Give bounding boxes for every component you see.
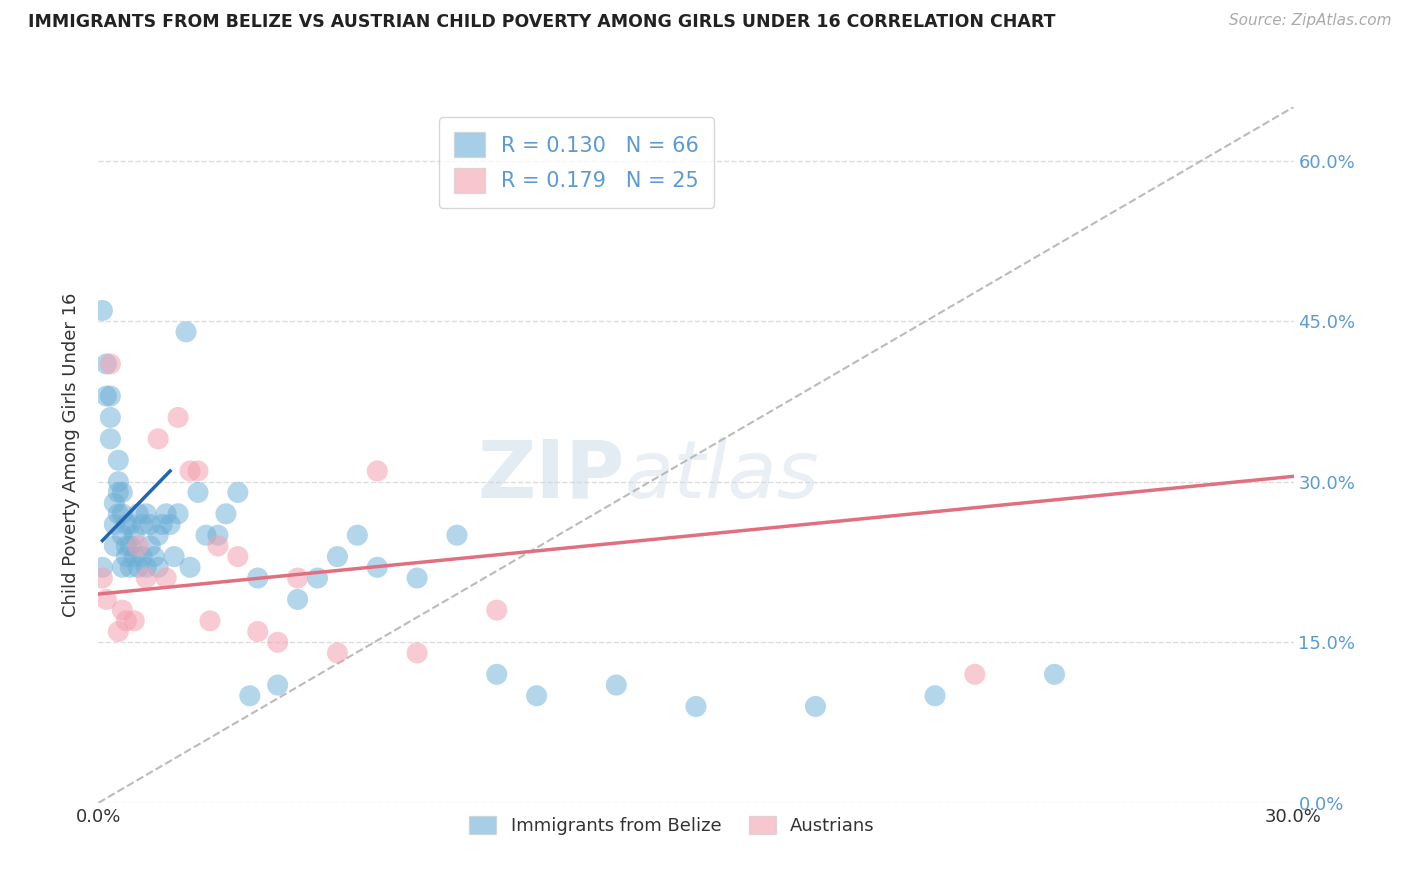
- Point: [307, 571, 329, 585]
- Point: [103, 496, 125, 510]
- Point: [115, 614, 138, 628]
- Point: [107, 624, 129, 639]
- Point: [115, 539, 138, 553]
- Y-axis label: Child Poverty Among Girls Under 16: Child Poverty Among Girls Under 16: [62, 293, 80, 617]
- Point: [1043, 667, 1066, 681]
- Point: [267, 635, 290, 649]
- Point: [174, 325, 197, 339]
- Point: [107, 475, 129, 489]
- Point: [179, 560, 201, 574]
- Point: [267, 678, 290, 692]
- Point: [127, 539, 149, 553]
- Point: [135, 560, 157, 574]
- Point: [485, 603, 508, 617]
- Text: Source: ZipAtlas.com: Source: ZipAtlas.com: [1229, 13, 1392, 29]
- Point: [187, 485, 209, 500]
- Point: [179, 464, 201, 478]
- Point: [207, 539, 229, 553]
- Point: [120, 539, 142, 553]
- Text: IMMIGRANTS FROM BELIZE VS AUSTRIAN CHILD POVERTY AMONG GIRLS UNDER 16 CORRELATIO: IMMIGRANTS FROM BELIZE VS AUSTRIAN CHILD…: [28, 13, 1056, 31]
- Point: [155, 571, 177, 585]
- Point: [804, 699, 827, 714]
- Point: [115, 549, 138, 564]
- Point: [111, 603, 134, 617]
- Point: [226, 485, 249, 500]
- Point: [148, 560, 170, 574]
- Point: [326, 549, 349, 564]
- Point: [195, 528, 218, 542]
- Point: [124, 528, 146, 542]
- Point: [167, 507, 190, 521]
- Point: [326, 646, 349, 660]
- Point: [107, 453, 129, 467]
- Point: [526, 689, 548, 703]
- Point: [963, 667, 986, 681]
- Point: [91, 571, 114, 585]
- Point: [111, 560, 134, 574]
- Point: [215, 507, 238, 521]
- Point: [98, 410, 122, 425]
- Point: [148, 528, 170, 542]
- Point: [98, 432, 122, 446]
- Point: [150, 517, 173, 532]
- Point: [139, 539, 162, 553]
- Point: [155, 507, 177, 521]
- Point: [605, 678, 627, 692]
- Point: [143, 549, 166, 564]
- Point: [91, 303, 114, 318]
- Point: [198, 614, 221, 628]
- Point: [239, 689, 262, 703]
- Text: ZIP: ZIP: [477, 437, 624, 515]
- Point: [366, 560, 388, 574]
- Point: [207, 528, 229, 542]
- Point: [131, 549, 153, 564]
- Point: [115, 517, 138, 532]
- Point: [103, 517, 125, 532]
- Point: [98, 389, 122, 403]
- Point: [226, 549, 249, 564]
- Point: [96, 592, 118, 607]
- Point: [127, 560, 149, 574]
- Point: [346, 528, 368, 542]
- Point: [287, 571, 309, 585]
- Legend: Immigrants from Belize, Austrians: Immigrants from Belize, Austrians: [463, 809, 882, 842]
- Point: [485, 667, 508, 681]
- Text: atlas: atlas: [624, 437, 820, 515]
- Point: [120, 517, 142, 532]
- Point: [127, 507, 149, 521]
- Point: [406, 571, 429, 585]
- Point: [135, 507, 157, 521]
- Point: [924, 689, 946, 703]
- Point: [98, 357, 122, 371]
- Point: [246, 624, 269, 639]
- Point: [111, 485, 134, 500]
- Point: [187, 464, 209, 478]
- Point: [287, 592, 309, 607]
- Point: [446, 528, 468, 542]
- Point: [139, 517, 162, 532]
- Point: [246, 571, 269, 585]
- Point: [107, 507, 129, 521]
- Point: [120, 560, 142, 574]
- Point: [406, 646, 429, 660]
- Point: [96, 389, 118, 403]
- Point: [148, 432, 170, 446]
- Point: [163, 549, 186, 564]
- Point: [167, 410, 190, 425]
- Point: [103, 539, 125, 553]
- Point: [107, 485, 129, 500]
- Point: [159, 517, 181, 532]
- Point: [91, 560, 114, 574]
- Point: [96, 357, 118, 371]
- Point: [131, 517, 153, 532]
- Point: [366, 464, 388, 478]
- Point: [124, 549, 146, 564]
- Point: [135, 571, 157, 585]
- Point: [685, 699, 707, 714]
- Point: [111, 507, 134, 521]
- Point: [111, 528, 134, 542]
- Point: [124, 614, 146, 628]
